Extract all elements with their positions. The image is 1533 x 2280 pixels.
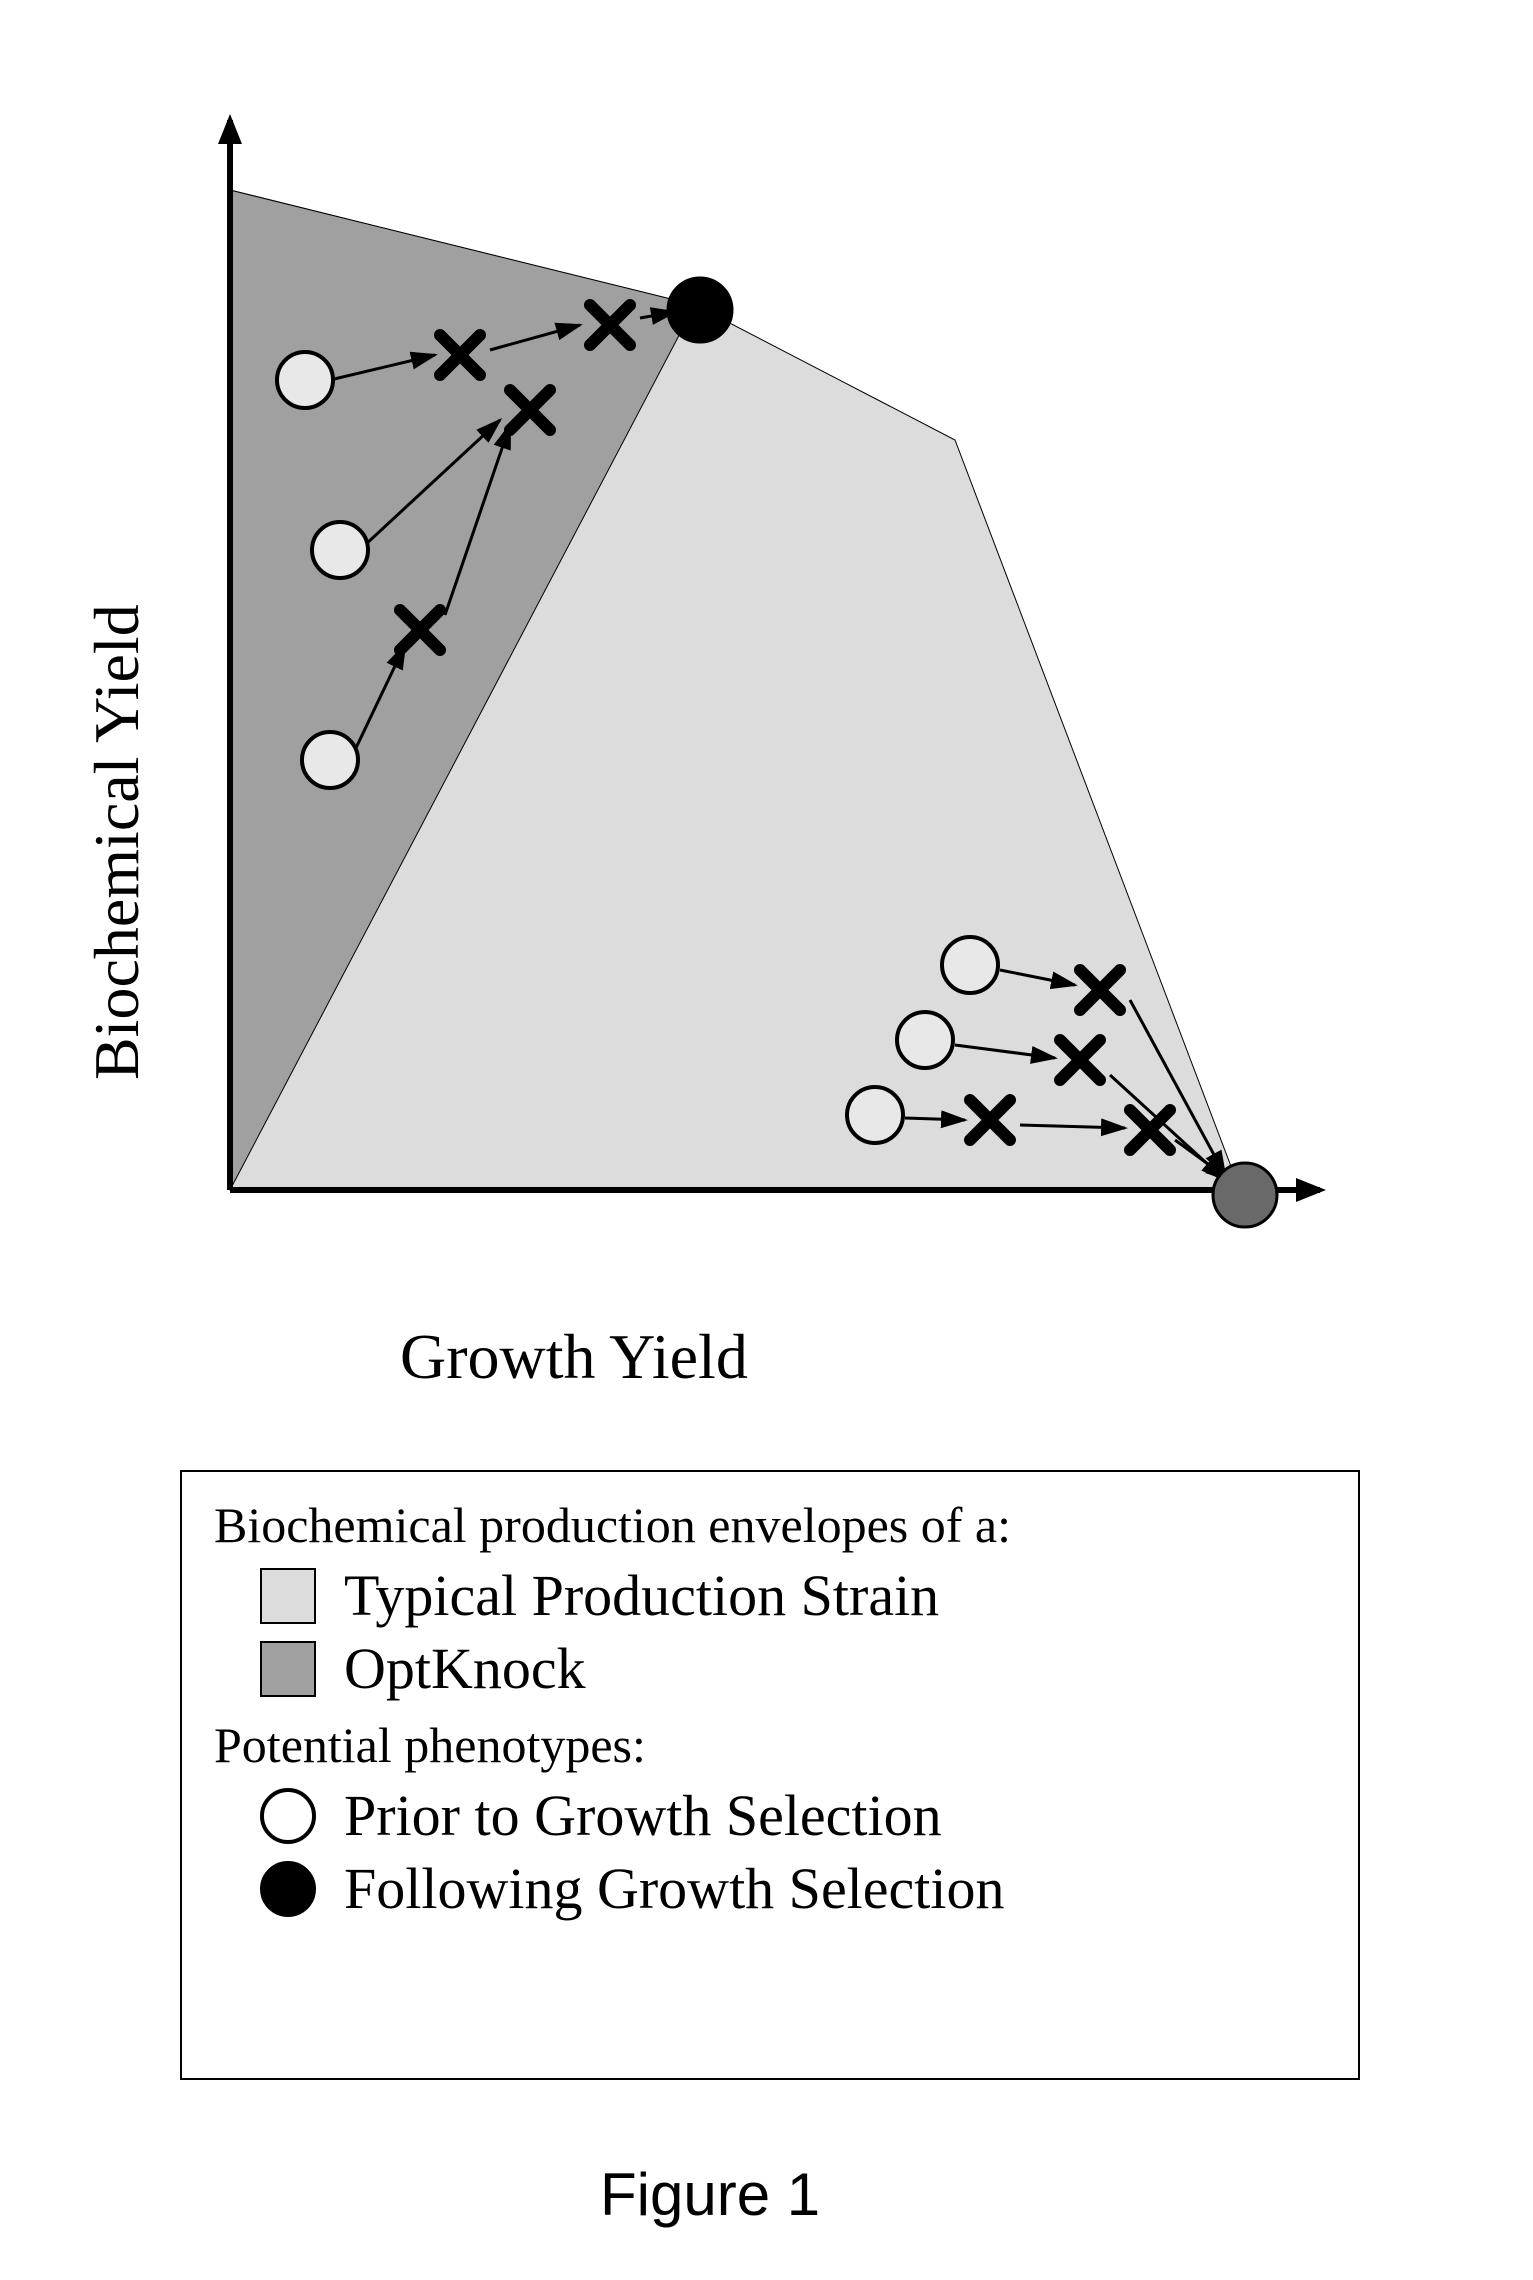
legend-box: Biochemical production envelopes of a: T… bbox=[180, 1470, 1360, 2080]
legend-row-typical: Typical Production Strain bbox=[260, 1562, 1326, 1629]
x-axis-label: Growth Yield bbox=[400, 1320, 748, 1394]
legend-row-optknock: OptKnock bbox=[260, 1635, 1326, 1702]
typical-swatch bbox=[260, 1568, 316, 1624]
prior-circle-icon bbox=[260, 1788, 316, 1844]
legend-row-following: Following Growth Selection bbox=[260, 1855, 1326, 1922]
figure-caption: Figure 1 bbox=[600, 2160, 820, 2229]
chart-svg bbox=[140, 100, 1400, 1300]
legend-section1-title: Biochemical production envelopes of a: bbox=[214, 1496, 1326, 1554]
y-axis-label: Biochemical Yield bbox=[80, 604, 154, 1080]
legend-optknock-label: OptKnock bbox=[344, 1635, 586, 1702]
optknock-swatch bbox=[260, 1641, 316, 1697]
legend-row-prior: Prior to Growth Selection bbox=[260, 1782, 1326, 1849]
legend-prior-label: Prior to Growth Selection bbox=[344, 1782, 942, 1849]
legend-typical-label: Typical Production Strain bbox=[344, 1562, 939, 1629]
legend-following-label: Following Growth Selection bbox=[344, 1855, 1005, 1922]
following-circle-icon bbox=[260, 1861, 316, 1917]
legend-section2-title: Potential phenotypes: bbox=[214, 1716, 1326, 1774]
envelope-chart bbox=[140, 100, 1400, 1260]
